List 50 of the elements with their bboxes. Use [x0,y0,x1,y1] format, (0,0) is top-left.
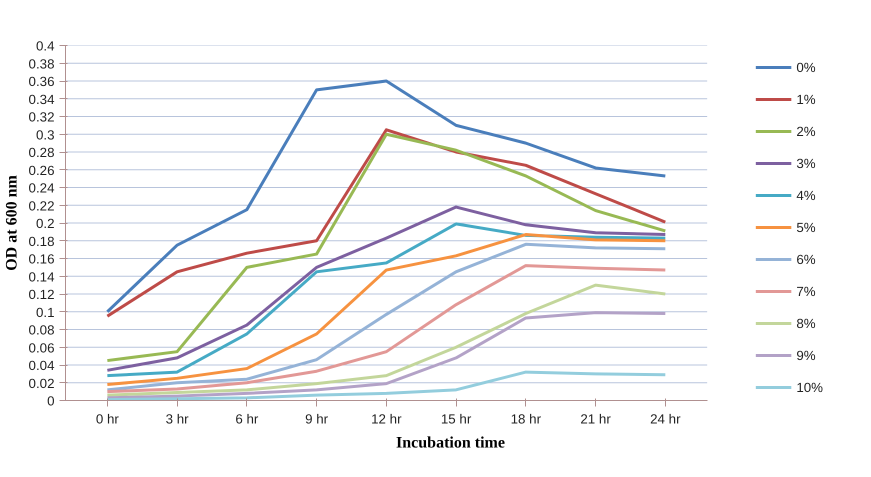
legend-label: 10% [796,380,823,394]
line-series [106,80,667,314]
y-axis-title: OD at 600 nm [4,174,21,271]
line-series [106,311,667,400]
y-tick-label: 0.1 [36,304,55,320]
x-tick-label: 18 hr [510,412,542,426]
line-series [106,128,667,318]
y-tick-label: 0.24 [28,180,56,196]
x-tick-label: 3 hr [166,412,190,426]
legend-label: 5% [796,220,816,234]
y-tick-label: 0.14 [28,269,56,284]
y-tick-label: 0.04 [28,358,56,373]
y-tick-label: 0.12 [28,287,55,302]
y-tick-label: 0.36 [28,74,55,89]
y-tick-label: 0.2 [36,216,55,231]
y-tick-label: 0.4 [36,38,56,54]
x-tick-label: 15 hr [440,412,472,426]
y-tick-label: 0.3 [36,127,55,142]
x-axis-title: Incubation time [396,434,505,452]
legend-label: 6% [796,252,816,266]
x-tick-label: 12 hr [371,412,402,426]
x-tick-label: 9 hr [305,412,329,426]
y-tick-label: 0.18 [28,234,55,249]
y-tick-label: 0.28 [28,145,55,160]
x-tick-label: 0 hr [96,412,120,426]
legend-label: 0% [796,60,816,74]
y-tick-label: 0.22 [28,198,55,214]
legend-label: 9% [796,348,816,362]
line-series [106,284,667,397]
legend-label: 4% [796,188,816,202]
y-tick-label: 0.06 [28,340,55,356]
legend-label: 1% [796,92,816,106]
legend-label: 3% [796,156,816,170]
line-series [106,132,667,362]
x-tick-label: 24 hr [650,412,682,426]
legend-label: 8% [796,316,816,330]
line-series [106,264,667,394]
y-tick-label: 0.02 [28,376,55,391]
y-tick-label: 0 [47,394,55,408]
x-tick-label: 21 hr [580,412,612,426]
y-tick-label: 0.32 [28,110,55,124]
legend-label: 7% [796,284,816,298]
y-tick-label: 0.34 [28,92,56,107]
y-tick-label: 0.08 [28,322,55,338]
y-tick-label: 0.26 [28,162,55,178]
legend-label: 2% [796,124,816,138]
x-tick-label: 6 hr [235,412,259,426]
y-tick-label: 0.16 [28,252,55,266]
line-series [106,370,667,400]
y-tick-label: 0.38 [28,56,55,72]
